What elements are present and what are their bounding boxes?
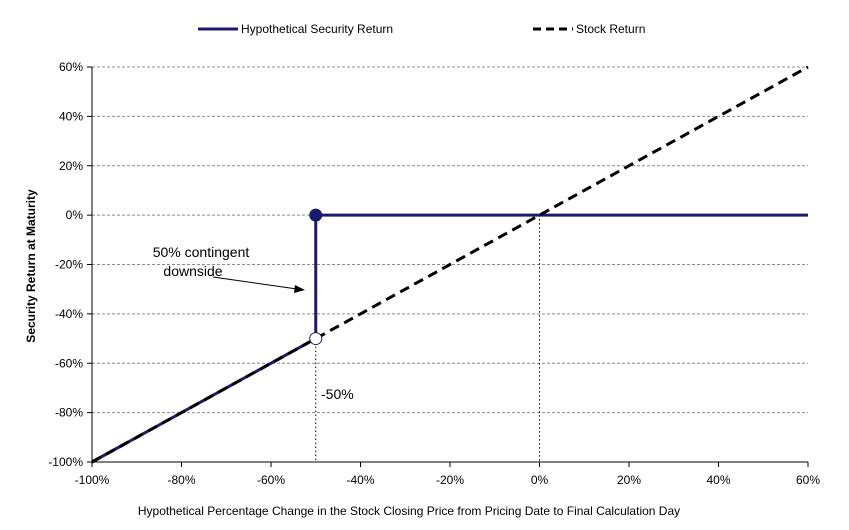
x-tick-label: -100%	[75, 473, 110, 487]
y-tick-label: 40%	[59, 109, 83, 123]
y-tick-label: 60%	[59, 60, 83, 74]
x-tick-label: 0%	[531, 473, 549, 487]
filled-marker	[309, 208, 323, 222]
x-tick-label: -80%	[167, 473, 195, 487]
x-tick-label: -20%	[436, 473, 464, 487]
series-lines	[91, 65, 809, 464]
open-marker	[309, 332, 323, 346]
x-axis-title: Hypothetical Percentage Change in the St…	[138, 504, 680, 518]
stock-return-line	[91, 65, 809, 464]
annotation-line-1: 50% contingent	[153, 244, 250, 260]
y-tick-label: -60%	[55, 356, 83, 370]
x-tick-label: 20%	[617, 473, 641, 487]
y-tick-labels: -100% -80% -60% -40% -20% 0% 20% 40% 60%	[48, 60, 83, 469]
x-tick-label: -40%	[346, 473, 374, 487]
x-tick-label: 40%	[706, 473, 730, 487]
y-tick-label: -40%	[55, 307, 83, 321]
y-tick-label: -20%	[55, 258, 83, 272]
annotation-minus-50: -50%	[321, 386, 354, 402]
x-tick-labels: -100% -80% -60% -40% -20% 0% 20% 40% 60%	[75, 473, 821, 487]
markers	[309, 208, 323, 346]
y-tick-label: 0%	[66, 208, 84, 222]
x-tick-label: 60%	[796, 473, 820, 487]
y-tick-label: -80%	[55, 406, 83, 420]
annotation-contingent-downside: 50% contingent downside	[153, 244, 305, 293]
annotation-arrow	[212, 276, 298, 290]
x-tick-label: -60%	[257, 473, 285, 487]
y-tick-label: -100%	[48, 455, 83, 469]
annotation-arrowhead	[294, 285, 305, 293]
reference-lines	[315, 215, 540, 462]
legend-label-security: Hypothetical Security Return	[241, 22, 393, 36]
gridlines	[92, 66, 808, 414]
legend: Hypothetical Security Return Stock Retur…	[198, 22, 645, 36]
axes	[87, 66, 809, 467]
annotation-line-2: downside	[163, 263, 222, 279]
y-axis-title: Security Return at Maturity	[24, 189, 38, 343]
y-tick-label: 20%	[59, 159, 83, 173]
legend-label-stock: Stock Return	[576, 22, 645, 36]
plot-area	[87, 65, 809, 467]
